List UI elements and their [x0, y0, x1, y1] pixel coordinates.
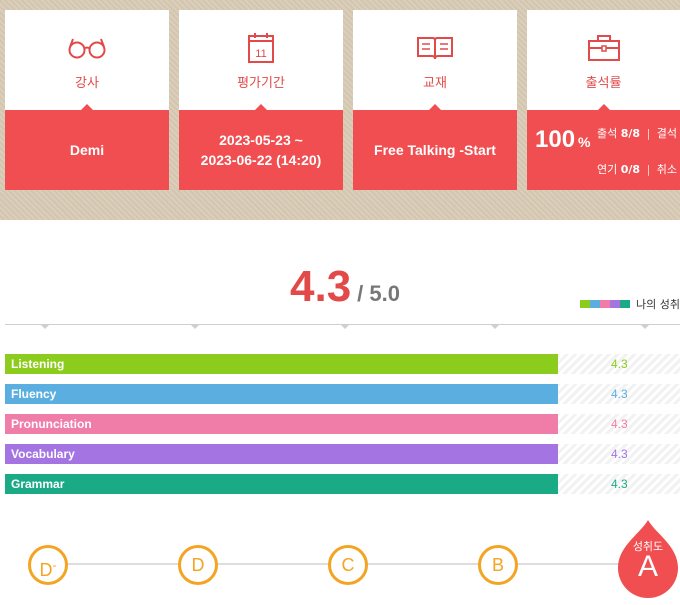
legend-swatch-3	[600, 300, 610, 308]
drop-marker-icon	[618, 520, 678, 598]
textbook-name: Free Talking -Start	[374, 142, 496, 158]
skill-bar-row: Vocabulary 4.3	[5, 444, 680, 464]
skill-bar-value: 4.3	[611, 357, 628, 371]
summary-band: 강사 Demi 11 평가기간 2023-05-23 ~ 2023-06-22 …	[0, 0, 680, 220]
skill-bar-label: Pronunciation	[11, 417, 92, 431]
skill-bar-label: Fluency	[11, 387, 57, 401]
achieved-grade: A	[637, 550, 658, 583]
skill-bar	[5, 414, 558, 434]
skill-bar-row: Grammar 4.3	[5, 474, 680, 494]
teacher-name: Demi	[69, 142, 105, 158]
teacher-card-header: 강사	[5, 10, 169, 110]
attendance-rate: 100%	[535, 128, 591, 152]
attendance-label: 출석률	[585, 76, 622, 91]
legend-swatch-4	[610, 300, 620, 308]
skill-bar-value: 4.3	[611, 387, 628, 401]
book-icon	[417, 37, 453, 60]
axis-tick	[491, 325, 499, 329]
chart-legend: 나의 성취	[580, 296, 680, 312]
attendance-line-2: 연기 0/8 | 취소 0	[597, 163, 678, 176]
grade-circle: D-	[28, 545, 68, 585]
attendance-card-header: 출석률	[527, 10, 680, 110]
calendar-icon: 11	[248, 33, 274, 63]
score-axis	[5, 324, 680, 325]
axis-tick	[341, 325, 349, 329]
attendance-rate-number: 100	[535, 126, 576, 153]
axis-tick	[191, 325, 199, 329]
achieved-label: 성취도	[632, 540, 664, 553]
skill-bar-value: 4.3	[611, 417, 628, 431]
achieved-grade-marker: 성취도 A	[616, 520, 680, 600]
attendance-value: 100% 출석 8/8 | 결석 0 연기 0/8 | 취소 0	[527, 104, 680, 190]
axis-tick	[41, 325, 49, 329]
teacher-value: Demi	[5, 104, 169, 190]
period-card: 11 평가기간 2023-05-23 ~ 2023-06-22 (14:20)	[179, 10, 343, 190]
overall-score: 4.3/ 5.0	[290, 262, 400, 312]
grade-circle: C	[328, 545, 368, 585]
postponed-value: 0/8	[620, 163, 641, 176]
skill-bar-row: Fluency 4.3	[5, 384, 680, 404]
legend-swatch-2	[590, 300, 600, 308]
period-start: 2023-05-23 ~	[219, 132, 303, 148]
attendance-card: 출석률 100% 출석 8/8 | 결석 0 연기 0/8 | 취소 0	[527, 10, 680, 190]
legend-swatch-5	[620, 300, 630, 308]
skill-bar-label: Vocabulary	[11, 447, 75, 461]
cancelled-label: 취소	[656, 163, 678, 176]
legend-label: 나의 성취	[636, 298, 680, 311]
skill-bar-label: Grammar	[11, 477, 65, 491]
axis-tick	[641, 325, 649, 329]
legend-swatch-1	[580, 300, 590, 308]
score-value: 4.3	[290, 262, 352, 311]
skill-bar	[5, 384, 558, 404]
period-label: 평가기간	[237, 76, 285, 91]
skill-bar-value: 4.3	[611, 477, 628, 491]
skill-bar-row: Pronunciation 4.3	[5, 414, 680, 434]
textbook-value: Free Talking -Start	[353, 104, 517, 190]
teacher-card: 강사 Demi	[5, 10, 169, 190]
skill-bar-label: Listening	[11, 357, 65, 371]
attendance-rate-unit: %	[578, 134, 591, 150]
period-value: 2023-05-23 ~ 2023-06-22 (14:20)	[179, 104, 343, 190]
briefcase-icon	[587, 35, 620, 61]
score-total: / 5.0	[357, 281, 400, 306]
skill-bar-row: Listening 4.3	[5, 354, 680, 374]
textbook-label: 교재	[423, 76, 447, 91]
skill-bar	[5, 444, 558, 464]
calendar-day: 11	[255, 48, 266, 60]
present-value: 8/8	[620, 127, 641, 140]
skill-bar	[5, 474, 558, 494]
period-end: 2023-06-22 (14:20)	[200, 152, 322, 168]
textbook-card-header: 교재	[353, 10, 517, 110]
attendance-line-1: 출석 8/8 | 결석 0	[597, 127, 678, 140]
skill-bar	[5, 354, 558, 374]
absent-label: 결석	[656, 127, 678, 140]
postponed-label: 연기	[597, 163, 618, 176]
period-card-header: 11 평가기간	[179, 10, 343, 110]
teacher-label: 강사	[75, 76, 99, 91]
textbook-card: 교재 Free Talking -Start	[353, 10, 517, 190]
present-label: 출석	[597, 127, 618, 140]
glasses-icon	[68, 38, 106, 59]
grade-circle: B	[478, 545, 518, 585]
skill-bar-value: 4.3	[611, 447, 628, 461]
grade-circle: D	[178, 545, 218, 585]
